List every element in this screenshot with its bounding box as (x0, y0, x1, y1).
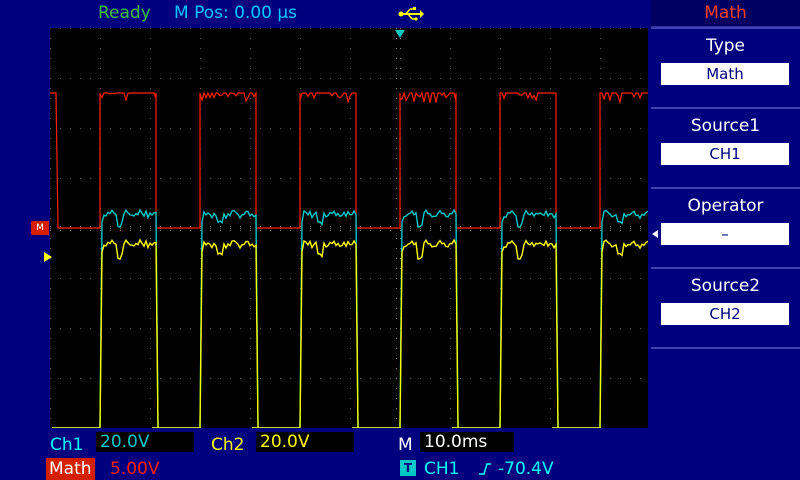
math-volts-per-div: 5.00V (110, 459, 160, 479)
trigger-source: CH1 (424, 459, 460, 479)
run-status: Ready (98, 3, 151, 23)
menu-divider (651, 267, 800, 269)
rising-edge-icon (479, 463, 491, 475)
menu-item-label: Type (705, 36, 746, 56)
math-ground-marker[interactable]: M (31, 221, 49, 235)
menu-item-label: Operator (687, 196, 764, 216)
ch2-volts-per-div: 20.0V (256, 432, 354, 452)
side-menu: Math Type Math Source1 CH1 Operator – So… (651, 0, 800, 480)
timebase-label: M (398, 435, 413, 455)
menu-item-value[interactable]: CH2 (661, 303, 789, 325)
menu-item-value[interactable]: Math (661, 63, 789, 85)
ch1-ground-marker[interactable] (44, 252, 52, 262)
menu-item-type[interactable]: Type Math (651, 29, 800, 107)
trigger-badge: T (400, 460, 416, 476)
graticule-grid (50, 28, 641, 419)
menu-divider (651, 107, 800, 109)
math-waveform (50, 90, 648, 229)
waveform-display[interactable] (50, 28, 648, 428)
ch1-volts-per-div: 20.0V (96, 432, 194, 452)
usb-icon (398, 7, 424, 21)
menu-item-source1[interactable]: Source1 CH1 (651, 109, 800, 187)
menu-divider (651, 27, 800, 29)
menu-divider (651, 187, 800, 189)
math-label: Math (46, 458, 95, 480)
menu-item-label: Source1 (690, 116, 761, 136)
horizontal-position: M Pos: 0.00 µs (174, 3, 298, 23)
menu-title: Math (651, 0, 800, 27)
trigger-position-marker[interactable] (395, 30, 405, 40)
menu-item-source2[interactable]: Source2 CH2 (651, 269, 800, 347)
selected-item-pointer-icon (652, 230, 658, 238)
ch1-waveform (52, 208, 648, 428)
menu-divider (651, 347, 800, 349)
timebase-value: 10.0ms (420, 432, 514, 452)
ch2-label: Ch2 (211, 435, 245, 455)
waveform-canvas (50, 28, 648, 428)
trigger-level: -70.4V (498, 459, 554, 479)
ch1-label: Ch1 (50, 435, 84, 455)
menu-item-operator[interactable]: Operator – (651, 189, 800, 267)
menu-item-value[interactable]: – (661, 223, 789, 245)
menu-item-value[interactable]: CH1 (661, 143, 789, 165)
ch2-waveform (52, 238, 648, 428)
menu-item-label: Source2 (690, 276, 761, 296)
